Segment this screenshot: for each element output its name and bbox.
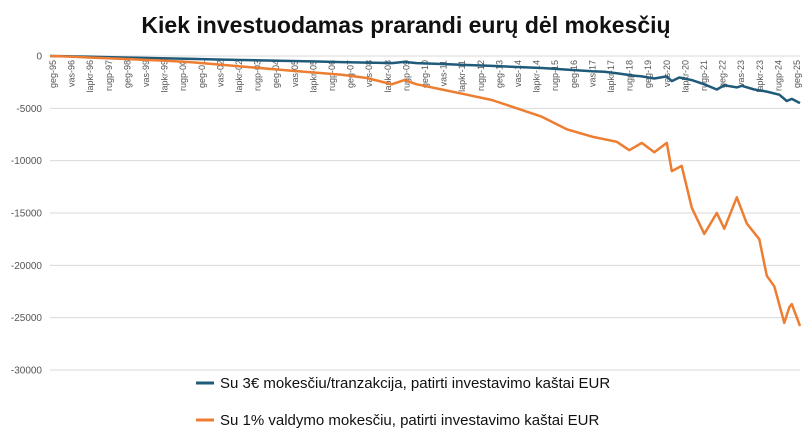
x-tick-label: geg-19 [643, 60, 653, 88]
y-tick-label: 0 [36, 52, 42, 63]
x-tick-label: rugp-06 [327, 60, 337, 91]
gridlines [50, 55, 800, 371]
series-line-3eur [49, 54, 801, 105]
x-tick-label: lapkr-14 [532, 60, 542, 93]
x-tick-label: vas-02 [215, 60, 225, 87]
legend-label-1pct: Su 1% valdymo mokesčiu, patirti investav… [220, 412, 599, 429]
x-tick-label: vas-11 [439, 60, 449, 86]
y-tick-label: -20000 [11, 261, 43, 272]
x-tick-label: rugp-09 [401, 60, 411, 91]
x-tick-label: vas-17 [587, 60, 597, 87]
x-tick-label: geg-10 [420, 60, 430, 88]
x-tick-label: rugp-03 [253, 60, 263, 91]
x-tick-label: lapkr-11 [457, 60, 467, 92]
x-tick-label: rugp-15 [550, 60, 560, 91]
x-tick-label: geg-95 [48, 60, 58, 88]
x-tick-label: geg-01 [197, 60, 207, 88]
series-line-1pct [49, 54, 802, 327]
x-tick-label: rugp-24 [773, 60, 783, 91]
chart-title: Kiek investuodamas prarandi eurų dėl mok… [141, 12, 670, 38]
x-tick-label: rugp-12 [476, 60, 486, 91]
x-tick-label: rugp-21 [699, 60, 709, 91]
legend-label-3eur: Su 3€ mokesčiu/tranzakcija, patirti inve… [220, 375, 610, 392]
x-tick-label: lapkr-05 [308, 60, 318, 93]
y-tick-label: -5000 [16, 104, 42, 115]
x-tick-label: vas-14 [513, 60, 523, 87]
x-tick-label: vas-96 [67, 60, 77, 87]
x-tick-label: rugp-97 [104, 60, 114, 91]
x-tick-label: vas-23 [736, 60, 746, 87]
x-tick-label: geg-98 [122, 60, 132, 88]
y-tick-label: -25000 [11, 313, 43, 324]
x-tick-label: lapkr-99 [160, 60, 170, 93]
x-tick-label: geg-13 [494, 60, 504, 88]
y-axis-ticks: 0 -5000 -10000 -15000 -20000 -25000 -30000 [11, 52, 43, 377]
x-tick-label: lapkr-23 [755, 60, 765, 93]
x-tick-label: vas-99 [141, 60, 151, 87]
x-tick-label: geg-22 [718, 60, 728, 88]
y-tick-label: -10000 [11, 156, 43, 167]
x-tick-label: vas-05 [290, 60, 300, 87]
legend: Su 3€ mokesčiu/tranzakcija, patirti inve… [196, 375, 610, 429]
x-tick-label: lapkr-20 [680, 60, 690, 93]
x-tick-label: vas-08 [364, 60, 374, 87]
x-tick-label: geg-16 [569, 60, 579, 88]
x-tick-label: lapkr-02 [234, 60, 244, 93]
y-tick-label: -30000 [11, 366, 43, 377]
x-tick-label: geg-07 [346, 60, 356, 88]
x-tick-label: geg-25 [792, 60, 802, 88]
x-tick-label: lapkr-08 [383, 60, 393, 93]
y-tick-label: -15000 [11, 209, 43, 220]
x-tick-label: geg-04 [271, 60, 281, 88]
x-tick-label: lapkr-17 [606, 60, 616, 93]
x-tick-label: lapkr-96 [85, 60, 95, 93]
series-lines [49, 54, 802, 327]
x-axis-ticks: geg-95 vas-96 lapkr-96 rugp-97 geg-98 vas-99 l… [48, 60, 802, 93]
x-tick-label: vas-20 [662, 60, 672, 87]
x-tick-label: rugp-00 [178, 60, 188, 91]
